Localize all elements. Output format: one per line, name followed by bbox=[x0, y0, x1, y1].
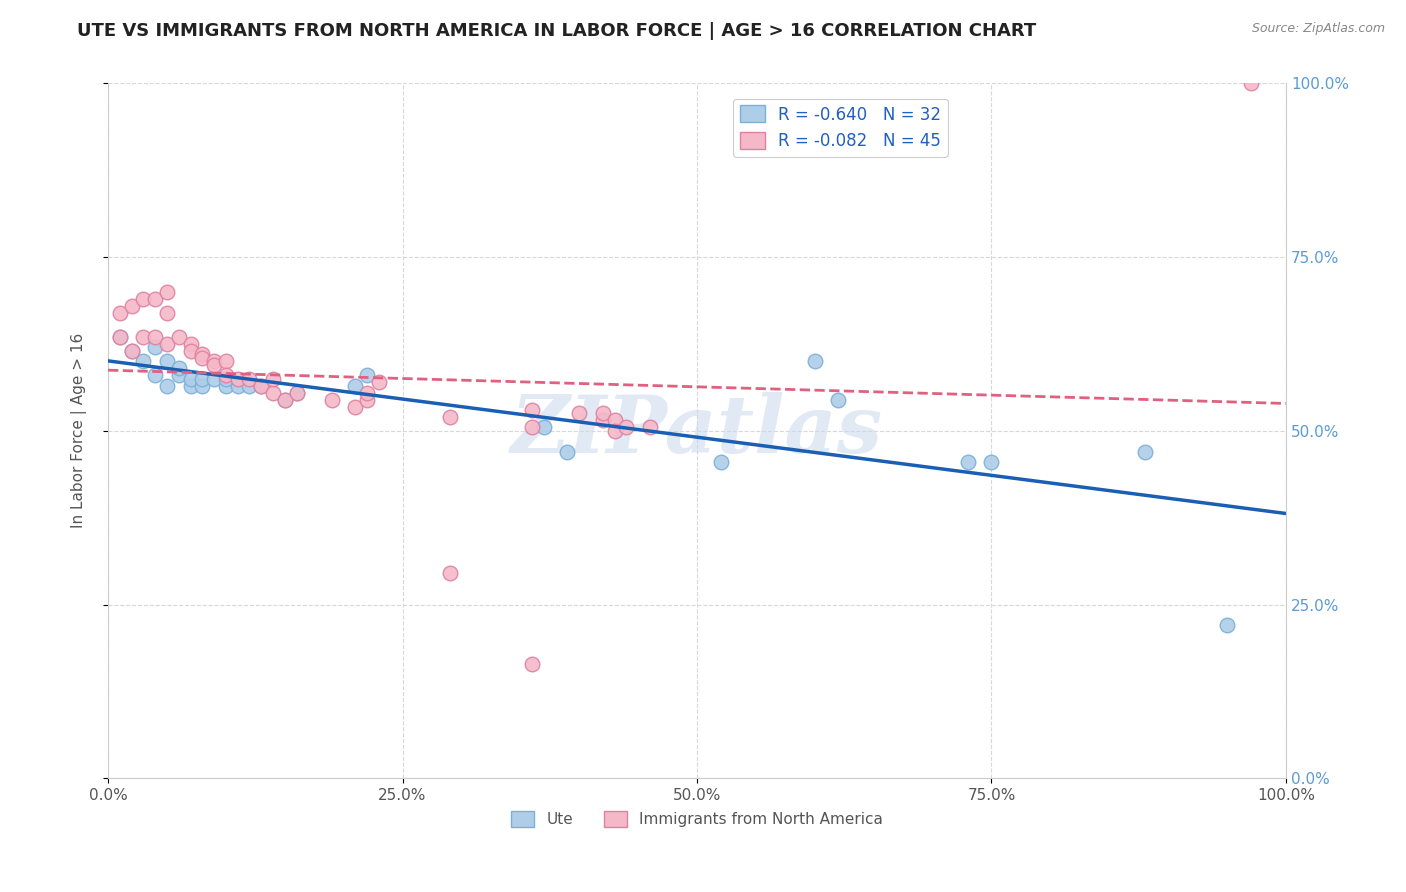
Point bbox=[250, 378, 273, 392]
Point bbox=[804, 354, 827, 368]
Point bbox=[167, 368, 190, 383]
Text: ZIPatlas: ZIPatlas bbox=[510, 392, 883, 469]
Point bbox=[215, 372, 238, 386]
Point bbox=[262, 385, 284, 400]
Point bbox=[191, 378, 214, 392]
Point bbox=[520, 403, 543, 417]
Point bbox=[439, 566, 461, 581]
Point bbox=[108, 330, 131, 344]
Point bbox=[121, 299, 143, 313]
Point bbox=[568, 407, 591, 421]
Point bbox=[215, 368, 238, 383]
Point bbox=[980, 455, 1002, 469]
Text: Source: ZipAtlas.com: Source: ZipAtlas.com bbox=[1251, 22, 1385, 36]
Point bbox=[520, 420, 543, 434]
Point bbox=[156, 378, 179, 392]
Point bbox=[344, 400, 367, 414]
Point bbox=[356, 385, 378, 400]
Point bbox=[121, 343, 143, 358]
Point bbox=[156, 337, 179, 351]
Point bbox=[321, 392, 343, 407]
Point bbox=[557, 444, 579, 458]
Point bbox=[132, 292, 155, 306]
Point bbox=[709, 455, 731, 469]
Point bbox=[143, 292, 166, 306]
Point bbox=[356, 368, 378, 383]
Point bbox=[132, 354, 155, 368]
Point bbox=[285, 385, 308, 400]
Point bbox=[603, 413, 626, 427]
Point bbox=[344, 378, 367, 392]
Point bbox=[191, 347, 214, 361]
Point bbox=[156, 285, 179, 299]
Point bbox=[368, 375, 391, 389]
Point bbox=[143, 341, 166, 355]
Point bbox=[215, 378, 238, 392]
Point bbox=[356, 392, 378, 407]
Point bbox=[143, 330, 166, 344]
Point bbox=[439, 409, 461, 424]
Point bbox=[1133, 444, 1156, 458]
Point bbox=[238, 372, 260, 386]
Point bbox=[132, 330, 155, 344]
Point bbox=[592, 407, 614, 421]
Point bbox=[180, 343, 202, 358]
Point bbox=[603, 424, 626, 438]
Point bbox=[108, 330, 131, 344]
Point bbox=[156, 306, 179, 320]
Point bbox=[215, 354, 238, 368]
Legend: Ute, Immigrants from North America: Ute, Immigrants from North America bbox=[505, 805, 889, 833]
Point bbox=[202, 372, 225, 386]
Point bbox=[226, 378, 249, 392]
Point bbox=[956, 455, 979, 469]
Point bbox=[121, 343, 143, 358]
Point bbox=[1216, 618, 1239, 632]
Point bbox=[167, 330, 190, 344]
Point bbox=[167, 361, 190, 376]
Point bbox=[202, 358, 225, 372]
Point bbox=[238, 378, 260, 392]
Y-axis label: In Labor Force | Age > 16: In Labor Force | Age > 16 bbox=[72, 334, 87, 528]
Point bbox=[143, 368, 166, 383]
Point bbox=[180, 372, 202, 386]
Point bbox=[180, 337, 202, 351]
Point bbox=[1239, 77, 1261, 91]
Point bbox=[285, 385, 308, 400]
Point bbox=[827, 392, 849, 407]
Point bbox=[262, 372, 284, 386]
Point bbox=[180, 378, 202, 392]
Point bbox=[156, 354, 179, 368]
Point bbox=[226, 372, 249, 386]
Point bbox=[592, 413, 614, 427]
Point bbox=[191, 372, 214, 386]
Point bbox=[202, 354, 225, 368]
Point bbox=[250, 378, 273, 392]
Text: UTE VS IMMIGRANTS FROM NORTH AMERICA IN LABOR FORCE | AGE > 16 CORRELATION CHART: UTE VS IMMIGRANTS FROM NORTH AMERICA IN … bbox=[77, 22, 1036, 40]
Point bbox=[274, 392, 297, 407]
Point bbox=[533, 420, 555, 434]
Point bbox=[108, 306, 131, 320]
Point bbox=[274, 392, 297, 407]
Point bbox=[614, 420, 637, 434]
Point bbox=[191, 351, 214, 365]
Point bbox=[520, 657, 543, 671]
Point bbox=[638, 420, 661, 434]
